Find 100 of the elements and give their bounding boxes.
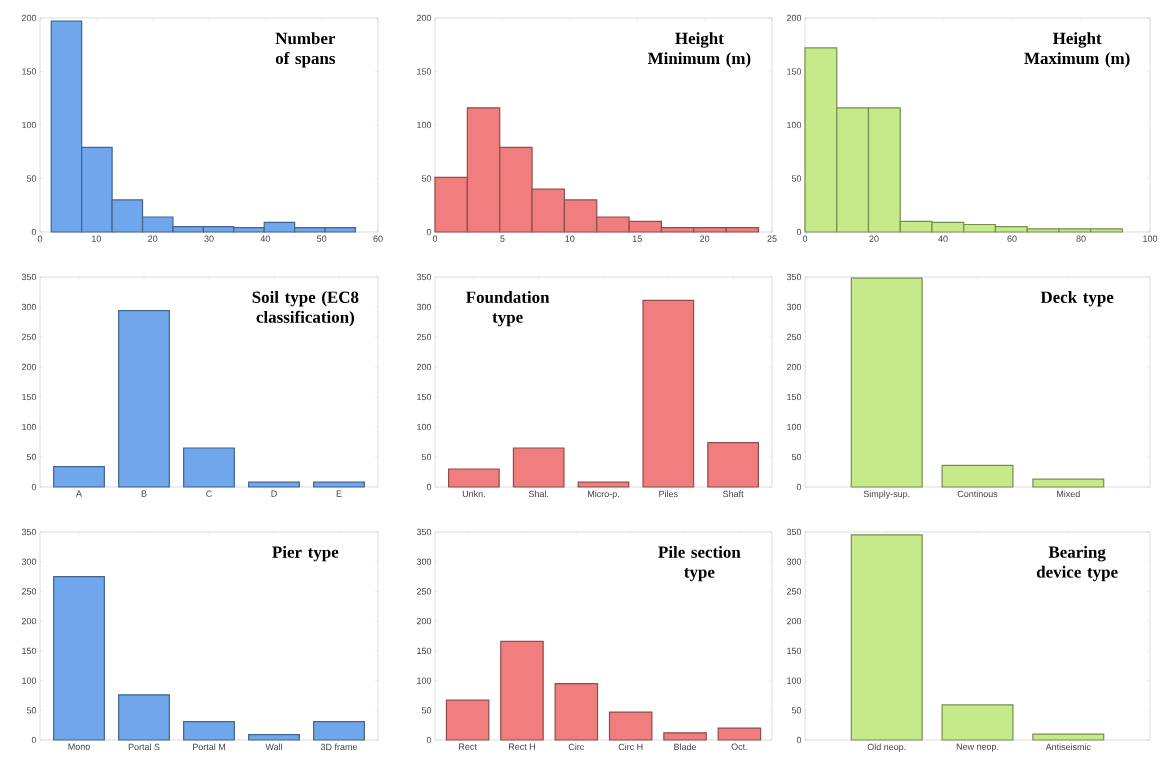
x-tick-label: Portal S (128, 743, 160, 751)
bar (183, 447, 235, 488)
x-tick-label: 0 (802, 235, 808, 242)
x-tick-label: 20 (148, 235, 158, 242)
y-tick-label: 100 (787, 423, 802, 431)
y-tick-label: 0 (31, 483, 37, 491)
bar (707, 442, 759, 488)
x-tick-label: 40 (260, 235, 270, 242)
x-tick-label: 0 (37, 235, 43, 242)
y-tick-label: 0 (426, 228, 432, 236)
y-tick-label: 350 (416, 528, 432, 536)
y-tick-label: 250 (416, 333, 432, 341)
y-tick-label: 300 (21, 558, 37, 565)
y-tick-label: 100 (417, 423, 432, 431)
y-tick-label: 250 (21, 588, 37, 595)
y-tick-label: 50 (791, 707, 802, 714)
y-tick-label: 50 (26, 453, 37, 461)
y-tick-label: 0 (426, 483, 432, 491)
y-tick-label: 200 (21, 363, 37, 371)
x-tick-label: Unkn. (462, 490, 485, 498)
text: Height Minimum (m) (647, 32, 751, 68)
x-tick-label: Antiseismic (1045, 743, 1091, 751)
x-tick-label: B (141, 490, 147, 497)
y-tick-label: 200 (416, 14, 432, 22)
x-tick-label: 100 (1143, 235, 1158, 242)
y-tick-label: 350 (786, 528, 802, 536)
x-tick-label: A (76, 490, 82, 497)
text: Height Maximum (m) (1024, 32, 1130, 68)
y-tick-label: 350 (416, 273, 432, 281)
x-tick-label: 20 (869, 235, 879, 242)
x-tick-label: Old neop. (867, 743, 906, 752)
y-tick-label: 300 (416, 303, 432, 311)
x-tick-label: 5 (500, 235, 505, 242)
y-tick-label: 150 (787, 647, 802, 655)
y-tick-label: 100 (22, 121, 37, 129)
bar (717, 727, 762, 741)
x-tick-label: C (206, 490, 212, 497)
x-tick-label: Portal M (193, 743, 225, 751)
y-tick-label: 50 (791, 175, 802, 182)
y-tick-label: 50 (421, 707, 432, 714)
y-tick-label: 200 (786, 14, 802, 22)
y-tick-label: 350 (21, 273, 37, 281)
bar (313, 720, 365, 741)
y-tick-label: 200 (786, 617, 802, 625)
x-tick-label: New neop. (956, 743, 999, 752)
text: Pier type (272, 545, 339, 562)
x-tick-label: Wall (265, 743, 282, 751)
bar (850, 277, 923, 488)
bar (941, 464, 1014, 488)
bar (1032, 733, 1105, 741)
x-tick-label: Shaft (723, 490, 744, 498)
y-tick-label: 300 (786, 303, 802, 311)
bar (642, 299, 695, 488)
bar (118, 309, 170, 488)
y-tick-label: 250 (786, 588, 802, 595)
bar (448, 468, 500, 488)
x-tick-label: 10 (565, 235, 575, 242)
x-tick-label: 60 (1007, 235, 1017, 242)
bar (500, 640, 544, 741)
bar (248, 734, 300, 741)
bar (53, 575, 105, 741)
x-tick-label: Rect H (509, 743, 535, 750)
y-tick-label: 350 (786, 273, 802, 281)
bar (445, 699, 490, 741)
bar (512, 447, 565, 488)
y-tick-label: 150 (787, 68, 802, 75)
bar (850, 534, 923, 741)
x-tick-label: 15 (632, 235, 642, 242)
x-tick-label: Mixed (1057, 490, 1080, 498)
x-tick-label: Simply-sup. (863, 490, 910, 499)
y-tick-label: 0 (796, 483, 802, 491)
y-tick-label: 300 (786, 558, 802, 565)
y-tick-label: 200 (416, 363, 432, 371)
y-tick-label: 300 (21, 303, 37, 311)
y-tick-label: 150 (417, 393, 432, 401)
text: Number of spans (275, 32, 336, 68)
text: Pile section type (658, 545, 741, 582)
x-tick-label: 30 (204, 235, 214, 242)
bar (554, 682, 599, 741)
bar (608, 711, 653, 741)
y-tick-label: 100 (787, 121, 802, 129)
x-tick-label: E (336, 490, 342, 497)
x-tick-label: Micro-p. (588, 490, 619, 499)
x-tick-label: 50 (317, 235, 327, 242)
x-tick-label: 0 (432, 235, 438, 242)
x-tick-label: Oct. (731, 743, 747, 750)
y-tick-label: 100 (417, 677, 432, 684)
y-tick-label: 150 (787, 393, 802, 401)
x-tick-label: Piles (659, 490, 678, 498)
bar (313, 481, 365, 488)
x-tick-label: Circ (568, 743, 585, 751)
bar (118, 694, 170, 741)
x-tick-label: 25 (767, 235, 777, 242)
y-tick-label: 150 (22, 68, 37, 75)
y-tick-label: 0 (426, 736, 432, 744)
y-tick-label: 50 (26, 175, 37, 182)
y-tick-label: 100 (417, 121, 432, 129)
y-tick-label: 50 (421, 175, 432, 182)
y-tick-label: 100 (22, 423, 37, 431)
y-tick-label: 200 (21, 14, 37, 22)
